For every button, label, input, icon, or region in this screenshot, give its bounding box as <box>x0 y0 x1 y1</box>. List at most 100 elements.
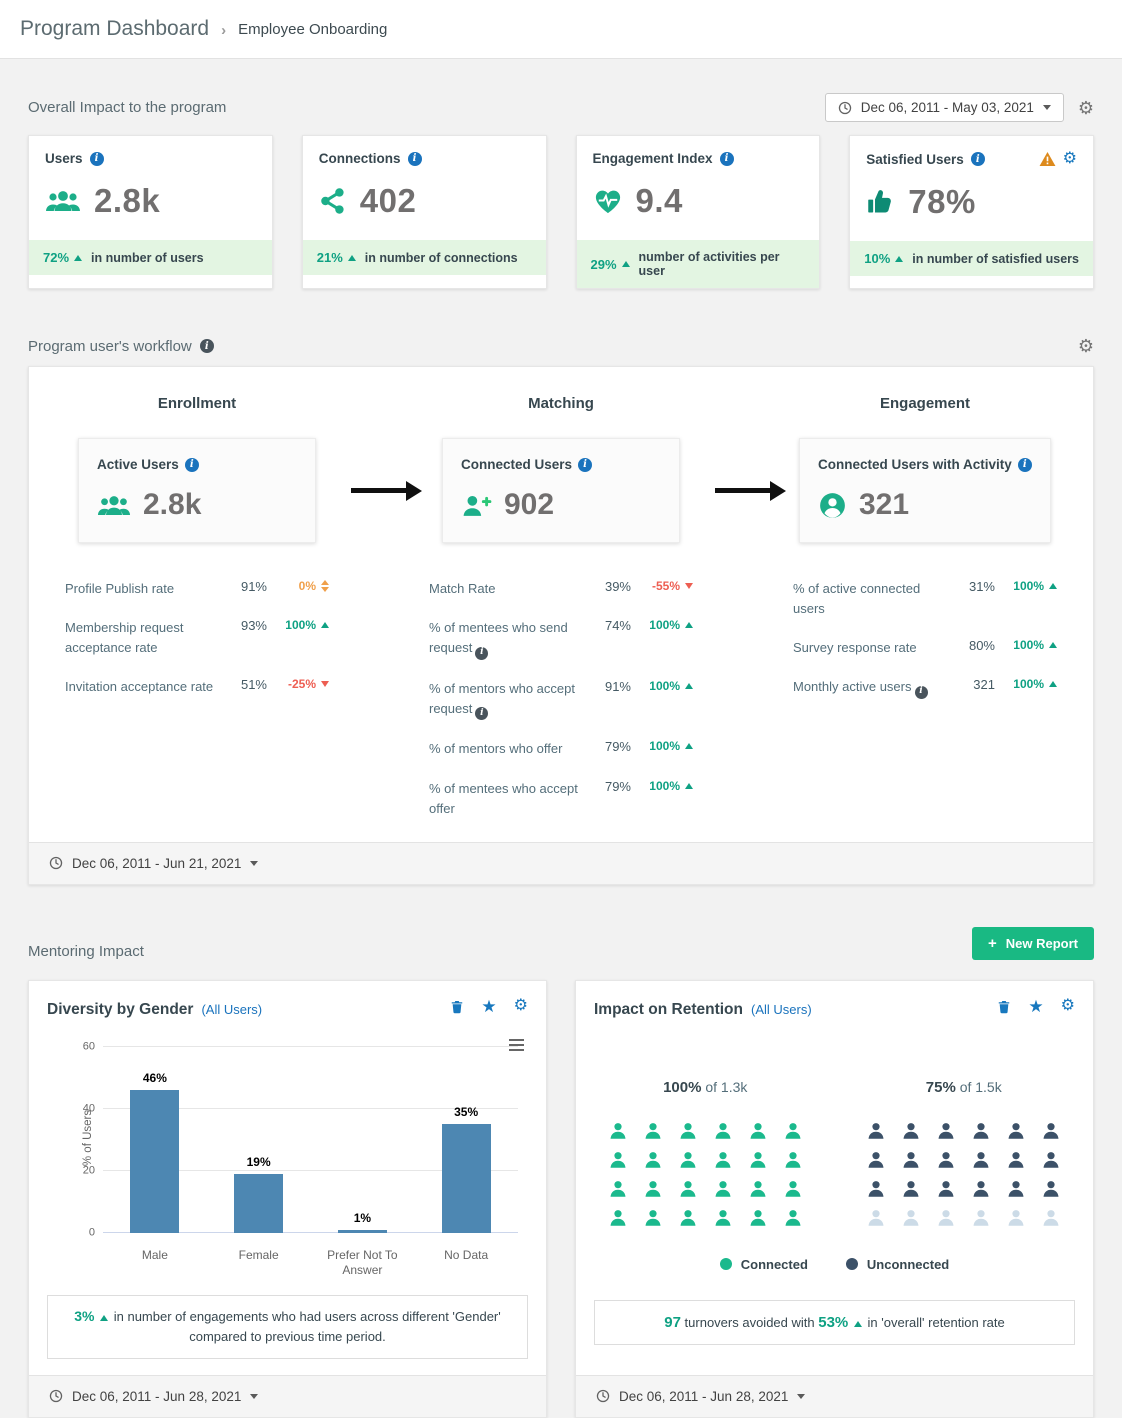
metric-label: % of mentors who offer <box>429 741 563 757</box>
star-icon[interactable]: ★ <box>481 996 497 1016</box>
gridline: 0 <box>89 1226 518 1238</box>
chart-menu-icon[interactable] <box>509 1038 524 1052</box>
breadcrumb-program-name[interactable]: Employee Onboarding <box>238 20 388 38</box>
report-settings-gear-icon[interactable]: ⚙ <box>513 997 528 1015</box>
app-header: Program Dashboard › Employee Onboarding <box>0 0 1122 59</box>
info-icon[interactable]: i <box>719 151 734 166</box>
report-settings-gear-icon[interactable]: ⚙ <box>1060 997 1075 1015</box>
y-tick-label: 0 <box>88 1226 95 1239</box>
overall-settings-gear-icon[interactable]: ⚙ <box>1077 97 1094 118</box>
metric-label: Membership request acceptance rate <box>65 620 184 656</box>
report-scope-link[interactable]: (All Users) <box>750 1001 812 1017</box>
diversity-date-range-picker[interactable]: Dec 06, 2011 - Jun 28, 2021 <box>29 1374 546 1417</box>
bar-slot: 1% <box>311 1047 415 1233</box>
info-icon[interactable]: i <box>970 152 985 166</box>
person-icon <box>610 1151 626 1168</box>
metric-value: 91% <box>604 678 631 694</box>
up-arrow-icon <box>100 1314 109 1321</box>
breadcrumb-chevron-icon: › <box>221 21 227 39</box>
bar[interactable] <box>130 1090 180 1233</box>
y-axis-label: % of Users <box>82 1109 94 1166</box>
mentoring-impact-title: Mentoring Impact <box>28 942 144 960</box>
y-tick-label: 40 <box>82 1102 95 1115</box>
person-icon <box>868 1209 884 1226</box>
workflow-settings-gear-icon[interactable]: ⚙ <box>1077 336 1094 356</box>
kpi-title: Satisfied Users <box>866 151 964 167</box>
kpi-delta: 21% <box>316 250 343 265</box>
metric-label: Invitation acceptance rate <box>65 679 214 695</box>
trash-icon[interactable] <box>450 999 464 1014</box>
info-icon[interactable]: i <box>475 646 489 660</box>
enrollment-metrics-list: Profile Publish rate 91% 0% Membership requ… <box>61 579 333 838</box>
overall-date-range-picker[interactable]: Dec 06, 2011 - May 03, 2021 <box>824 93 1064 122</box>
kpi-delta: 10% <box>864 251 891 266</box>
person-icon <box>973 1151 989 1168</box>
metric-delta: 100% <box>631 679 693 693</box>
overall-impact-title: Overall Impact to the program <box>28 99 227 116</box>
up-arrow-icon <box>853 1320 862 1327</box>
active-users-card: Active Users i 2.8k <box>78 438 316 543</box>
info-icon[interactable]: i <box>1017 457 1032 472</box>
diversity-date-range-label: Dec 06, 2011 - Jun 28, 2021 <box>72 1388 242 1404</box>
info-icon[interactable]: i <box>89 151 104 166</box>
kpi-value: 9.4 <box>635 182 683 219</box>
person-icon <box>938 1209 954 1226</box>
metric-row: % of mentors who accept request i 91% 100% <box>429 679 693 721</box>
info-icon[interactable]: i <box>184 457 199 472</box>
bar[interactable] <box>337 1229 387 1233</box>
up-arrow-icon <box>1049 583 1057 589</box>
up-arrow-icon <box>347 254 356 261</box>
person-icon <box>1008 1151 1024 1168</box>
person-icon <box>938 1180 954 1197</box>
info-icon[interactable]: i <box>199 339 214 353</box>
metric-label: % of mentors who accept request i <box>429 679 589 721</box>
metric-row: % of active connected users 31% 100% <box>793 579 1057 619</box>
sort-arrows-icon <box>321 580 329 592</box>
person-icon <box>973 1180 989 1197</box>
unconnected-dot-icon <box>845 1258 858 1271</box>
report-scope-link[interactable]: (All Users) <box>201 1001 263 1017</box>
person-icon <box>785 1122 801 1139</box>
down-arrow-icon <box>321 681 329 688</box>
note-text: in 'overall' retention rate <box>867 1314 1005 1330</box>
chevron-down-icon <box>250 1393 259 1399</box>
kpi-footer: 72% in number of users <box>29 240 272 275</box>
clock-icon <box>49 857 63 870</box>
new-report-button[interactable]: + New Report <box>972 926 1094 960</box>
kpi-card-satisfied-users: Satisfied Users i ⚙ 78% 10% in number of… <box>849 135 1094 289</box>
person-icon <box>645 1151 661 1168</box>
info-icon[interactable]: i <box>914 685 928 699</box>
info-icon[interactable]: i <box>475 707 489 721</box>
overall-impact-header: Overall Impact to the program Dec 06, 20… <box>28 93 1094 122</box>
star-icon[interactable]: ★ <box>1028 996 1044 1016</box>
stage-label-enrollment: Enrollment <box>157 395 237 412</box>
metric-value: 31% <box>968 579 995 594</box>
kpi-settings-gear-icon[interactable]: ⚙ <box>1062 150 1077 167</box>
gender-bar-chart: 60 40 20 0 % of Users 46% 19% 1% 35% Male Femal… <box>41 1031 534 1283</box>
metric-label: Survey response rate <box>793 640 917 656</box>
kpi-footer: 10% in number of satisfied users <box>850 241 1093 276</box>
metric-value: 93% <box>240 618 267 634</box>
connected-users-activity-card: Connected Users with Activity i 321 <box>799 438 1051 543</box>
kpi-footer-label: in number of connections <box>364 250 518 265</box>
chevron-down-icon <box>1042 105 1051 110</box>
bar[interactable] <box>441 1124 491 1233</box>
metric-label: % of active connected users <box>793 581 921 617</box>
workflow-date-range-picker[interactable]: Dec 06, 2011 - Jun 21, 2021 <box>29 841 1093 884</box>
matching-metrics-list: Match Rate 39% -55% % of mentees who send r… <box>425 579 697 838</box>
bar-data-label: 46% <box>142 1071 167 1086</box>
info-icon[interactable]: i <box>407 151 422 166</box>
trash-icon[interactable] <box>997 999 1011 1014</box>
metric-row: Monthly active users i 321 100% <box>793 677 1057 699</box>
metric-label: Match Rate <box>429 581 496 596</box>
kpi-value: 402 <box>359 182 417 219</box>
workflow-header: Program user's workflow i ⚙ <box>28 337 1094 355</box>
info-icon[interactable]: i <box>578 457 593 472</box>
bar[interactable] <box>234 1173 284 1233</box>
bar-slot: 35% <box>414 1047 518 1233</box>
x-axis-labels: Male Female Prefer Not To Answer No Data <box>103 1248 518 1279</box>
retention-date-range-picker[interactable]: Dec 06, 2011 - Jun 28, 2021 <box>576 1374 1093 1417</box>
x-tick-label: No Data <box>444 1247 489 1262</box>
warning-icon[interactable] <box>1039 151 1056 167</box>
kpi-footer: 29% number of activities per user <box>576 240 820 288</box>
